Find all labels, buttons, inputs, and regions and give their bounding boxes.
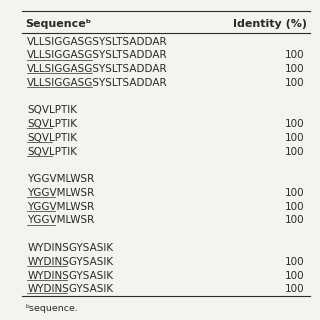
Text: 100: 100 <box>284 119 304 129</box>
Text: 100: 100 <box>284 270 304 281</box>
Text: YGGVMLWSR: YGGVMLWSR <box>27 215 94 226</box>
Text: 100: 100 <box>284 50 304 60</box>
Text: 100: 100 <box>284 284 304 294</box>
Text: 100: 100 <box>284 64 304 74</box>
Text: Sequenceᵇ: Sequenceᵇ <box>26 19 92 29</box>
Text: WYDINSGYSASIK: WYDINSGYSASIK <box>27 243 113 253</box>
Text: SQVLPTIK: SQVLPTIK <box>27 105 77 116</box>
Text: 100: 100 <box>284 215 304 226</box>
Text: ᵇsequence.: ᵇsequence. <box>26 304 78 313</box>
Text: Identity (%): Identity (%) <box>233 19 307 29</box>
Text: VLLSIGGASGSYSLTSADDAR: VLLSIGGASGSYSLTSADDAR <box>27 64 168 74</box>
Text: 100: 100 <box>284 133 304 143</box>
Text: WYDINSGYSASIK: WYDINSGYSASIK <box>27 284 113 294</box>
Text: YGGVMLWSR: YGGVMLWSR <box>27 202 94 212</box>
Text: 100: 100 <box>284 147 304 157</box>
Text: SQVLPTIK: SQVLPTIK <box>27 133 77 143</box>
Text: VLLSIGGASGSYSLTSADDAR: VLLSIGGASGSYSLTSADDAR <box>27 36 168 47</box>
Text: VLLSIGGASGSYSLTSADDAR: VLLSIGGASGSYSLTSADDAR <box>27 50 168 60</box>
Text: 100: 100 <box>284 202 304 212</box>
Text: 100: 100 <box>284 257 304 267</box>
Text: WYDINSGYSASIK: WYDINSGYSASIK <box>27 257 113 267</box>
Text: YGGVMLWSR: YGGVMLWSR <box>27 174 94 184</box>
Text: SQVLPTIK: SQVLPTIK <box>27 147 77 157</box>
Text: WYDINSGYSASIK: WYDINSGYSASIK <box>27 270 113 281</box>
Text: 100: 100 <box>284 188 304 198</box>
Text: VLLSIGGASGSYSLTSADDAR: VLLSIGGASGSYSLTSADDAR <box>27 78 168 88</box>
Text: 100: 100 <box>284 78 304 88</box>
Text: YGGVMLWSR: YGGVMLWSR <box>27 188 94 198</box>
Text: SQVLPTIK: SQVLPTIK <box>27 119 77 129</box>
